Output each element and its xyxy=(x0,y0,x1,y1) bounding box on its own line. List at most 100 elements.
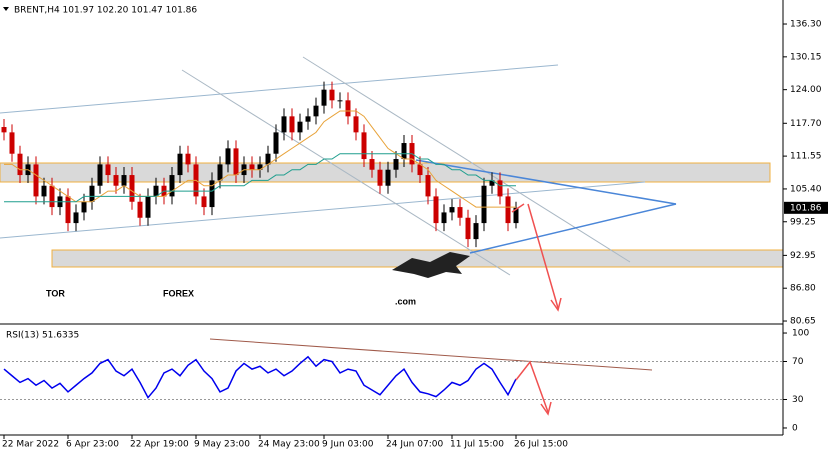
moving-average xyxy=(4,153,516,203)
candle-body xyxy=(489,180,495,186)
channel-line xyxy=(0,181,646,239)
x-tick-label: 6 Apr 23:00 xyxy=(66,440,119,450)
x-tick-label: 11 Jul 15:00 xyxy=(450,440,504,450)
rsi-trend-line xyxy=(209,338,653,371)
candle-body xyxy=(385,169,391,186)
candle-body xyxy=(513,207,519,224)
resistance-zone xyxy=(0,162,771,183)
arrow-head xyxy=(550,297,562,312)
y-tick-label: 86.80 xyxy=(790,284,816,294)
candle-body xyxy=(201,196,207,208)
arrow xyxy=(527,203,559,309)
candle-body xyxy=(209,180,215,208)
candle-body xyxy=(441,212,447,224)
y-tick-label: 92.95 xyxy=(790,251,816,261)
candle-body xyxy=(1,127,7,133)
candle-body xyxy=(273,132,279,154)
x-tick-label: 9 May 23:00 xyxy=(194,440,250,450)
triangle-line xyxy=(469,203,677,254)
candle-body xyxy=(417,164,423,176)
candle-body xyxy=(505,196,511,224)
candle-body xyxy=(465,217,471,240)
candle-body xyxy=(449,207,455,213)
candle-body xyxy=(401,143,407,160)
candle-body xyxy=(369,159,375,170)
channel-line xyxy=(181,69,511,276)
last-price-label: 101.86 xyxy=(790,203,822,213)
channel-line xyxy=(0,64,559,114)
candle-body xyxy=(265,153,271,165)
candle-body xyxy=(257,164,263,170)
candle-body xyxy=(81,201,87,213)
candle-body xyxy=(457,207,463,218)
candle-body xyxy=(473,223,479,240)
candle-body xyxy=(481,185,487,224)
y-tick-label: 105.40 xyxy=(790,184,822,194)
y-tick-label: 136.30 xyxy=(790,20,822,30)
candle-body xyxy=(105,164,111,176)
bull-logo xyxy=(392,252,470,278)
candle-body xyxy=(345,100,351,117)
chart-title: BRENT,H4 101.97 102.20 101.47 101.86 xyxy=(14,6,197,16)
candle-body xyxy=(225,148,231,165)
candle-body xyxy=(393,159,399,170)
triangle-line xyxy=(415,159,677,205)
y-tick-label: 117.70 xyxy=(790,119,822,129)
y-tick-label: 80.65 xyxy=(790,317,816,327)
last-price-box xyxy=(784,201,828,214)
y-tick-label: 100 xyxy=(792,329,809,339)
x-tick-label: 22 Mar 2022 xyxy=(2,440,59,450)
x-tick-label: 24 May 23:00 xyxy=(258,440,320,450)
rsi-drawings xyxy=(209,338,653,371)
arrow xyxy=(515,360,549,413)
candle-body xyxy=(497,180,503,197)
y-tick-label: 99.25 xyxy=(790,217,816,227)
candle-body xyxy=(9,132,15,154)
candle-body xyxy=(145,196,151,218)
candle-body xyxy=(17,153,23,176)
watermark: TOR FOREX .com xyxy=(46,252,470,306)
candle-body xyxy=(353,116,359,133)
x-tick-label: 9 Jun 03:00 xyxy=(322,440,374,450)
moving-average xyxy=(4,110,516,208)
candle-body xyxy=(185,153,191,165)
x-tick-label: 26 Jul 15:00 xyxy=(514,440,568,450)
title-marker xyxy=(3,7,9,11)
candle-body xyxy=(41,185,47,197)
candle-body xyxy=(169,175,175,197)
arrow-head xyxy=(540,401,552,416)
y-tick-label: 124.00 xyxy=(790,85,822,95)
candle-body xyxy=(217,164,223,181)
candle-body xyxy=(249,164,255,170)
candle-body xyxy=(89,185,95,202)
drawings xyxy=(0,56,784,276)
rsi-line xyxy=(3,355,517,399)
rsi-title: RSI(13) 51.6335 xyxy=(6,331,79,341)
y-tick-label: 130.15 xyxy=(790,52,822,62)
candle-body xyxy=(377,169,383,186)
y-tick-label: 30 xyxy=(792,395,804,405)
arrow xyxy=(511,203,525,213)
candle-body xyxy=(121,175,127,186)
candle-body xyxy=(97,164,103,186)
candle-body xyxy=(33,164,39,197)
candle-body xyxy=(153,185,159,197)
candle-body xyxy=(425,175,431,197)
y-tick-label: 70 xyxy=(792,357,804,367)
candle-body xyxy=(129,175,135,202)
y-tick-label: 111.55 xyxy=(790,152,822,162)
watermark-text: FOREX xyxy=(163,288,194,298)
candle-body xyxy=(281,116,287,133)
candle-body xyxy=(297,121,303,133)
candle-body xyxy=(289,116,295,133)
arrows xyxy=(511,203,562,416)
candle-body xyxy=(361,132,367,160)
candle-body xyxy=(49,185,55,208)
candle-body xyxy=(329,89,335,101)
candle-body xyxy=(305,116,311,122)
candle-body xyxy=(433,196,439,224)
y-tick-label: 0 xyxy=(792,423,798,433)
candle-body xyxy=(177,153,183,176)
candle-body xyxy=(337,100,343,102)
